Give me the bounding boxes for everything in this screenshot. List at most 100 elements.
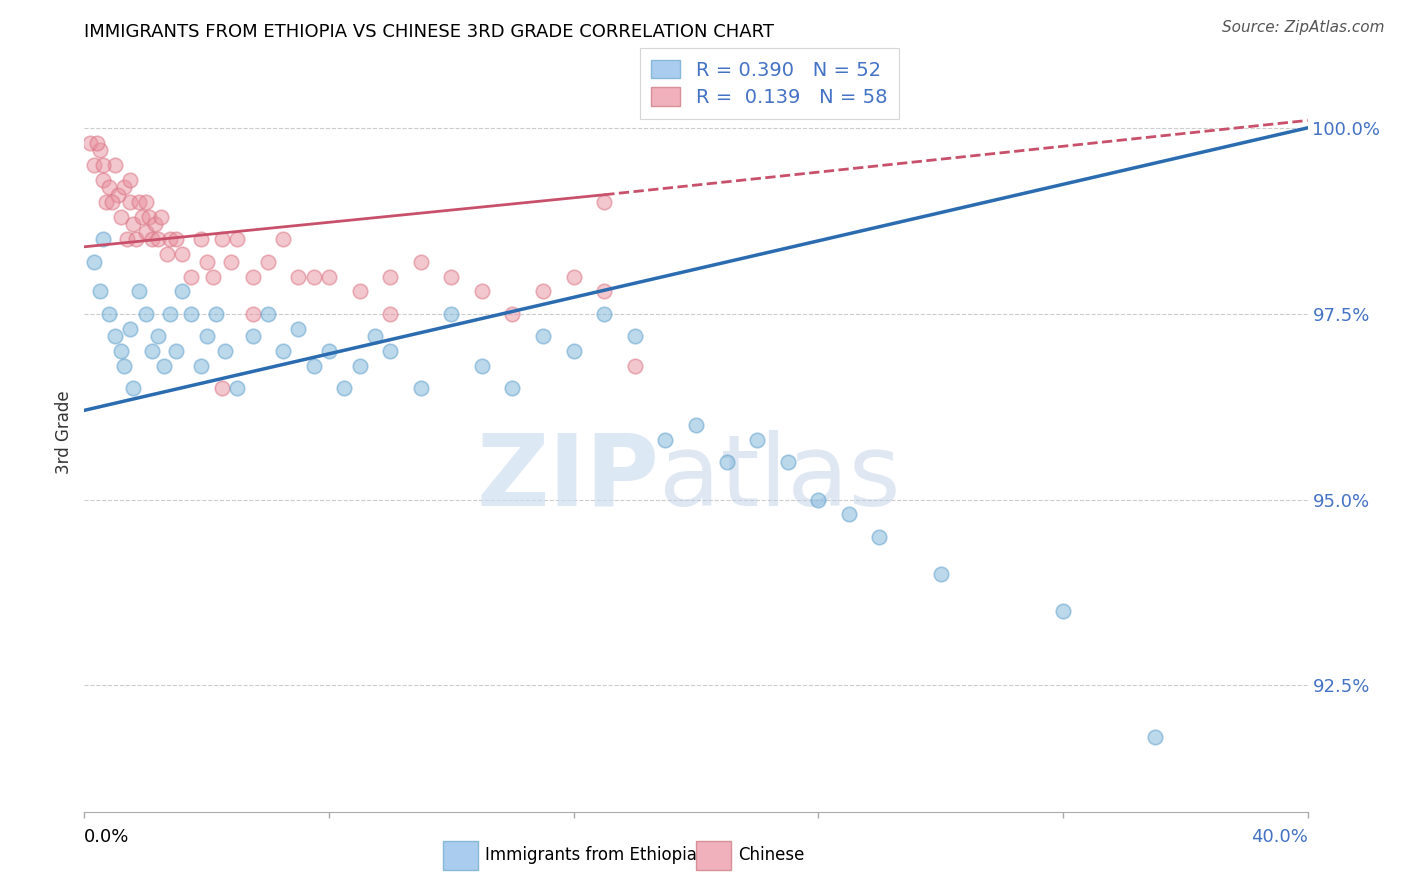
Text: Source: ZipAtlas.com: Source: ZipAtlas.com (1222, 20, 1385, 35)
Text: 0.0%: 0.0% (84, 828, 129, 847)
Point (135, 307, 157, 321)
Point (149, 210, 172, 224)
Point (104, 329, 127, 343)
Point (349, 285, 371, 299)
Point (685, 418, 707, 433)
Legend: R = 0.390   N = 52, R =  0.139   N = 58: R = 0.390 N = 52, R = 0.139 N = 58 (640, 48, 900, 119)
Point (128, 195, 150, 210)
Point (97, 180, 120, 194)
Point (562, 269, 585, 284)
Point (287, 269, 309, 284)
Point (226, 232, 249, 246)
Point (242, 329, 264, 343)
Point (287, 321, 309, 335)
Point (165, 232, 187, 246)
Point (205, 307, 228, 321)
Point (195, 254, 218, 268)
Text: IMMIGRANTS FROM ETHIOPIA VS CHINESE 3RD GRADE CORRELATION CHART: IMMIGRANTS FROM ETHIOPIA VS CHINESE 3RD … (84, 23, 775, 41)
Point (110, 210, 132, 224)
Point (104, 158, 127, 172)
Point (271, 343, 294, 358)
Point (141, 232, 163, 246)
Point (219, 254, 242, 268)
Text: Immigrants from Ethiopia: Immigrants from Ethiopia (485, 847, 697, 864)
Point (364, 329, 387, 343)
Point (380, 307, 402, 321)
Point (91, 173, 114, 187)
Point (440, 307, 463, 321)
Point (91, 232, 114, 246)
Point (318, 269, 340, 284)
Point (502, 307, 524, 321)
Point (333, 381, 356, 395)
Point (120, 321, 142, 335)
Point (593, 307, 616, 321)
Text: ZIP: ZIP (477, 430, 659, 526)
Point (141, 343, 163, 358)
Point (776, 455, 799, 469)
Point (115, 232, 138, 246)
Text: atlas: atlas (659, 430, 901, 526)
Point (165, 343, 187, 358)
Point (122, 381, 145, 395)
Point (471, 359, 494, 373)
Point (211, 232, 233, 246)
Point (409, 254, 432, 268)
Point (593, 285, 616, 299)
Point (349, 359, 371, 373)
Point (112, 180, 135, 194)
Point (747, 433, 769, 447)
Point (172, 285, 194, 299)
Point (131, 210, 153, 224)
Point (153, 359, 176, 373)
Point (89, 143, 111, 157)
Point (120, 195, 142, 210)
Point (471, 285, 494, 299)
Point (302, 269, 325, 284)
Point (83, 254, 105, 268)
Point (257, 254, 280, 268)
Point (531, 285, 554, 299)
Point (101, 195, 124, 210)
Point (89, 285, 111, 299)
Point (242, 307, 264, 321)
Point (257, 307, 280, 321)
Point (190, 359, 212, 373)
Point (180, 307, 202, 321)
Point (502, 381, 524, 395)
Point (128, 285, 150, 299)
Point (112, 359, 135, 373)
Point (869, 530, 891, 544)
Y-axis label: 3rd Grade: 3rd Grade (55, 391, 73, 475)
Point (83, 158, 105, 172)
Point (531, 329, 554, 343)
Point (201, 269, 224, 284)
Point (593, 195, 616, 210)
Point (214, 343, 236, 358)
Point (409, 381, 432, 395)
Point (135, 225, 157, 239)
Point (159, 232, 181, 246)
Point (143, 218, 166, 232)
Point (654, 433, 676, 447)
Point (138, 210, 160, 224)
Text: Chinese: Chinese (738, 847, 804, 864)
Point (135, 195, 157, 210)
Point (929, 566, 952, 581)
Text: 40.0%: 40.0% (1251, 828, 1308, 847)
Point (318, 343, 340, 358)
Point (146, 232, 169, 246)
Point (242, 269, 264, 284)
Point (716, 455, 738, 469)
Point (125, 232, 148, 246)
Point (211, 381, 233, 395)
Point (159, 307, 181, 321)
Point (380, 269, 402, 284)
Point (94, 195, 117, 210)
Point (86, 136, 108, 150)
Point (271, 232, 294, 246)
Point (107, 187, 129, 202)
Point (624, 359, 647, 373)
Point (302, 359, 325, 373)
Point (380, 343, 402, 358)
